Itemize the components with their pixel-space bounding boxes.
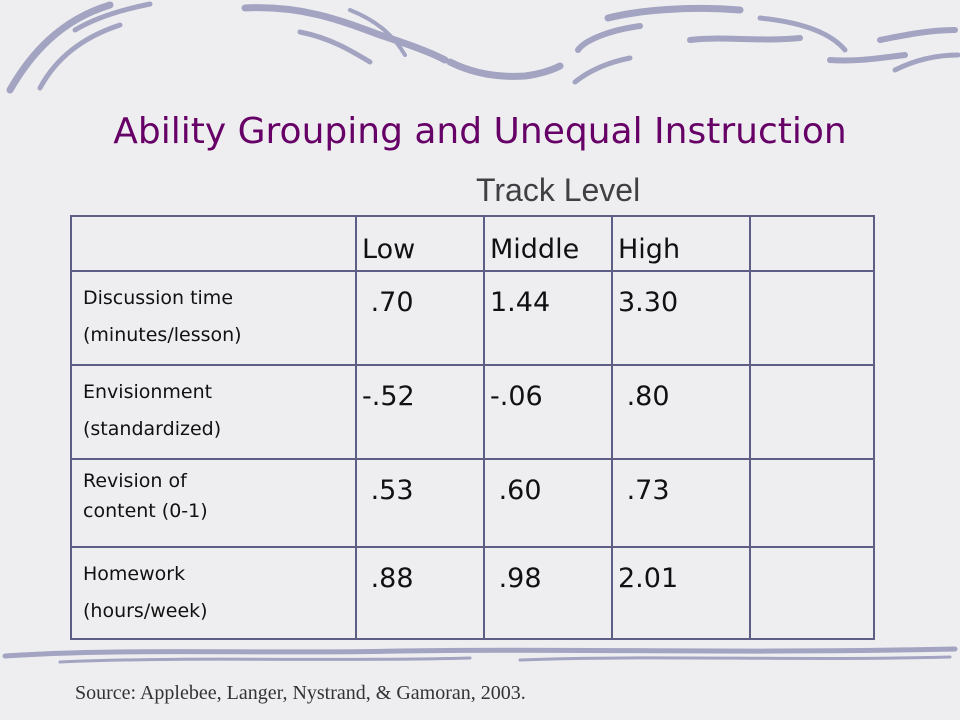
value-text: -.06 (490, 381, 543, 412)
header-cell-extra (749, 215, 875, 272)
value-text: .88 (370, 563, 414, 594)
empty-cell (749, 458, 875, 548)
empty-cell (749, 364, 875, 460)
value-cell-high: .80 (611, 364, 751, 460)
bottom-brush-decoration (2, 646, 958, 664)
value-text: 1.44 (490, 287, 551, 318)
value-text: .80 (626, 381, 670, 412)
value-cell-middle: .98 (483, 546, 613, 640)
header-cell-middle: Middle (483, 215, 613, 272)
top-brush-decoration (6, 1, 960, 94)
value-cell-low: .88 (355, 546, 485, 640)
value-text: 2.01 (618, 563, 679, 594)
value-text: .60 (498, 475, 542, 506)
value-cell-low: -.52 (355, 364, 485, 460)
table-caption: Track Level (476, 172, 641, 208)
row-label-line: (minutes/lesson) (83, 324, 242, 346)
row-label-line: Homework (83, 563, 186, 585)
value-cell-high: 3.30 (611, 270, 751, 366)
table-row: Discussion time (minutes/lesson) .70 1.4… (70, 270, 875, 366)
value-text: 3.30 (618, 287, 679, 318)
empty-cell (749, 546, 875, 640)
value-cell-middle: 1.44 (483, 270, 613, 366)
slide-title: Ability Grouping and Unequal Instruction (113, 111, 847, 152)
header-cell-low: Low (355, 215, 485, 272)
table-row: Envisionment (standardized) -.52 -.06 .8… (70, 364, 875, 460)
value-cell-low: .70 (355, 270, 485, 366)
row-label-line: content (0-1) (83, 500, 208, 522)
value-text: .53 (370, 475, 414, 506)
value-cell-low: .53 (355, 458, 485, 548)
row-label-line: (hours/week) (83, 600, 208, 622)
value-text: .73 (626, 475, 670, 506)
header-cell-high: High (611, 215, 751, 272)
header-cell-empty (70, 215, 357, 272)
table-row: Homework (hours/week) .88 .98 2.01 (70, 546, 875, 640)
value-text: -.52 (362, 381, 415, 412)
data-table: Low Middle High Discussion time (minutes… (70, 215, 875, 640)
row-label-cell: Revision of content (0-1) (70, 458, 357, 548)
row-label-cell: Discussion time (minutes/lesson) (70, 270, 357, 366)
row-label-line: (standardized) (83, 418, 222, 440)
value-cell-middle: .60 (483, 458, 613, 548)
value-text: .70 (370, 287, 414, 318)
value-cell-middle: -.06 (483, 364, 613, 460)
row-label-cell: Envisionment (standardized) (70, 364, 357, 460)
row-label-line: Envisionment (83, 381, 213, 403)
value-cell-high: .73 (611, 458, 751, 548)
row-label-line: Discussion time (83, 287, 234, 309)
empty-cell (749, 270, 875, 366)
table-row: Revision of content (0-1) .53 .60 .73 (70, 458, 875, 548)
row-label-line: Revision of (83, 470, 187, 492)
value-cell-high: 2.01 (611, 546, 751, 640)
value-text: .98 (498, 563, 542, 594)
source-citation: Source: Applebee, Langer, Nystrand, & Ga… (75, 682, 526, 704)
row-label-cell: Homework (hours/week) (70, 546, 357, 640)
table-header-row: Low Middle High (70, 215, 875, 272)
